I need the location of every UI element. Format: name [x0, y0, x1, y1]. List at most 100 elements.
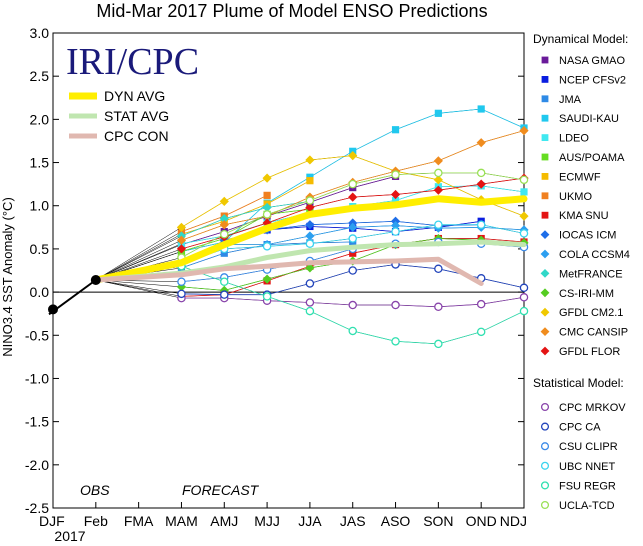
series-line — [181, 201, 310, 237]
legend-label: GFDL CM2.1 — [559, 307, 623, 319]
legend-marker — [540, 402, 550, 412]
legend-label: FSU REGR — [559, 480, 616, 492]
data-point — [434, 168, 443, 178]
data-point — [477, 105, 485, 113]
data-point — [519, 211, 529, 221]
data-point — [434, 302, 443, 312]
x-axis: DJF Feb FMA MAM AMJ MJJ JJA JAS ASO SON OND NDJ — [39, 502, 527, 529]
data-point — [348, 234, 357, 243]
y-tick-label: -1.0 — [25, 370, 49, 386]
x-tick-label: JJA — [298, 513, 322, 529]
data-point — [263, 191, 271, 199]
y-axis: 3.0 2.5 2.0 1.5 1.0 0.5 0.0 -0.5 -1.0 -1.5 -2.0 -2.… — [25, 25, 524, 516]
legend-marker — [540, 481, 550, 490]
data-point — [348, 179, 357, 189]
dynamical-legend-title: Dynamical Model: — [533, 32, 628, 46]
data-point — [262, 202, 272, 213]
y-tick-label: 0.5 — [30, 241, 50, 257]
legend-label: SAUDI-KAU — [559, 113, 619, 125]
data-point — [262, 210, 272, 219]
data-point — [305, 231, 315, 241]
legend-label: JMA — [559, 94, 582, 106]
data-point — [176, 282, 187, 292]
averages-legend: DYN AVG STAT AVG CPC CON — [69, 88, 169, 144]
data-point — [219, 220, 229, 230]
legend-label: LDEO — [559, 133, 589, 145]
legend-marker — [541, 211, 549, 219]
data-point — [391, 126, 400, 134]
legend-marker — [540, 230, 550, 239]
x-tick-label: AMJ — [210, 513, 238, 529]
data-point — [519, 306, 529, 316]
legend-marker — [541, 114, 549, 122]
data-point — [433, 175, 443, 185]
data-point — [519, 175, 529, 185]
legend-marker — [540, 442, 550, 451]
data-point — [519, 283, 529, 293]
data-point — [348, 300, 357, 310]
avg-legend-label: CPC CON — [104, 128, 169, 144]
x-tick-label: FMA — [124, 513, 154, 529]
data-point — [519, 125, 529, 136]
observed-layer — [48, 275, 101, 316]
legend-marker — [541, 134, 549, 141]
statistical-legend-title: Statistical Model: — [533, 376, 624, 390]
data-point — [176, 244, 187, 254]
y-tick-label: 2.0 — [30, 111, 50, 127]
x-tick-label: JAS — [340, 513, 366, 529]
data-point — [305, 239, 315, 248]
legend-label: CS-IRI-MM — [559, 288, 614, 300]
data-point — [391, 337, 400, 346]
data-point — [476, 299, 486, 309]
series-ucla-tcd — [95, 168, 529, 281]
data-point — [519, 229, 529, 238]
data-point — [433, 156, 443, 166]
legend-label: IOCAS ICM — [559, 230, 616, 242]
data-point — [305, 155, 315, 165]
data-point — [305, 306, 315, 316]
data-point — [390, 220, 401, 231]
legend-label: COLA CCSM4 — [559, 249, 630, 261]
avg-legend-label: DYN AVG — [104, 88, 165, 104]
avg-line-cpc-con — [93, 256, 484, 286]
data-point — [305, 263, 315, 273]
forecast-label: FORECAST — [182, 482, 260, 498]
chart-title: Mid-Mar 2017 Plume of Model ENSO Predict… — [96, 1, 487, 21]
y-tick-label: 3.0 — [30, 25, 50, 41]
y-tick-label: 1.5 — [30, 155, 50, 171]
series-fsu-regr — [95, 261, 529, 349]
data-point — [220, 229, 229, 239]
y-tick-label: -0.5 — [25, 327, 49, 343]
legend-marker — [541, 192, 549, 200]
logo-text: IRI/CPC — [66, 41, 199, 83]
legend-label: NASA GMAO — [559, 55, 625, 67]
data-point — [391, 196, 400, 205]
data-point — [476, 220, 486, 229]
data-point — [391, 170, 400, 179]
x-tick-label: DJF — [39, 513, 65, 529]
avg-legend-label: STAT AVG — [104, 108, 169, 124]
x-tick-label: Feb — [84, 513, 108, 529]
data-point — [476, 179, 486, 189]
legend-marker — [541, 153, 549, 161]
data-point — [476, 138, 486, 148]
legend-label: AUS/POAMA — [559, 152, 625, 164]
y-tick-label: 1.0 — [30, 198, 50, 214]
data-point — [177, 289, 186, 299]
data-point — [519, 293, 529, 302]
data-point — [177, 277, 186, 286]
obs-label: OBS — [80, 482, 110, 498]
series-line — [181, 176, 396, 245]
legend-marker — [541, 173, 549, 180]
legend-marker — [541, 56, 549, 64]
data-point — [220, 290, 229, 299]
legend-marker — [540, 500, 550, 510]
legend-marker — [540, 327, 550, 336]
averages-layer — [92, 195, 528, 286]
data-point — [520, 188, 528, 196]
x-tick-label: MJJ — [254, 513, 280, 529]
data-point — [391, 300, 400, 310]
data-point — [476, 327, 486, 337]
legend-marker — [540, 288, 550, 298]
